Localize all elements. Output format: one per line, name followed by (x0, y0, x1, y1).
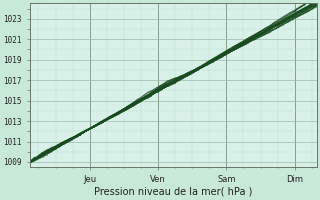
X-axis label: Pression niveau de la mer( hPa ): Pression niveau de la mer( hPa ) (94, 187, 252, 197)
